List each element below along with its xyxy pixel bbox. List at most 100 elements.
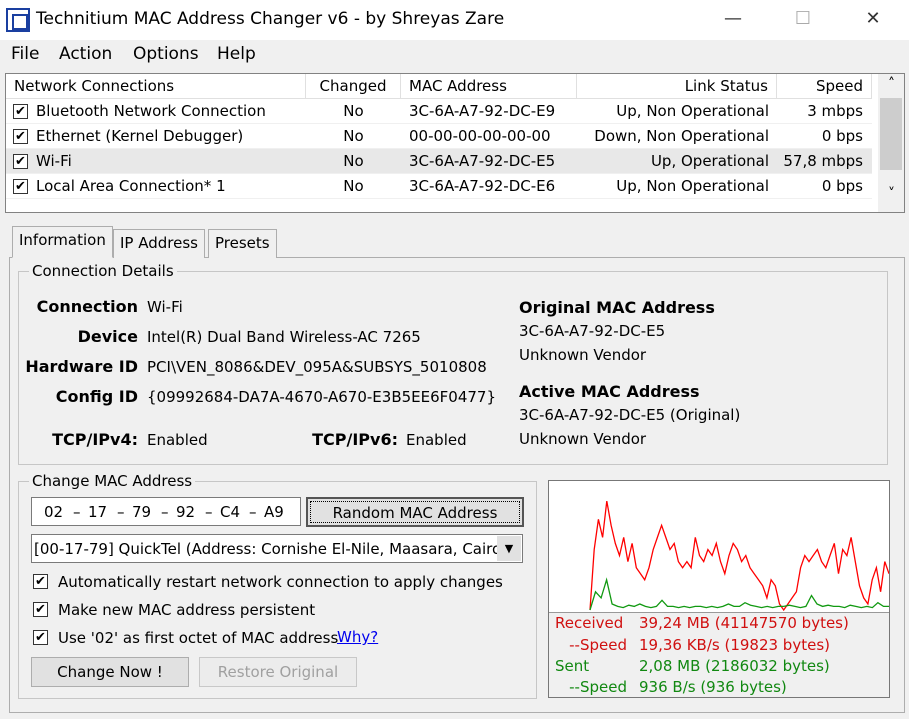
original-mac-label: Original MAC Address xyxy=(519,298,715,317)
change-mac-group xyxy=(18,481,537,699)
tab-information[interactable]: Information xyxy=(12,226,113,258)
cell-mac: 00-00-00-00-00-00 xyxy=(409,127,551,145)
row-checkbox[interactable]: ✔ xyxy=(13,129,28,144)
cell-speed: 0 bps xyxy=(821,127,863,145)
change-mac-label: Change MAC Address xyxy=(29,472,196,490)
menu-action[interactable]: Action xyxy=(59,44,113,64)
ipv4-label: TCP/IPv4: xyxy=(52,430,138,449)
octet-separator: – xyxy=(117,503,125,521)
cell-status: Up, Non Operational xyxy=(616,177,769,195)
table-row[interactable]: ✔ Ethernet (Kernel Debugger) No 00-00-00-00… xyxy=(6,124,872,149)
received-speed-label: --Speed xyxy=(569,636,627,654)
mac-address-input[interactable]: 02–17–79–92– C4– A9 xyxy=(31,497,301,526)
option-label[interactable]: Make new MAC address persistent xyxy=(58,601,316,619)
app-icon xyxy=(6,8,30,32)
connection-name: Local Area Connection* 1 xyxy=(36,177,226,195)
connection-name: Ethernet (Kernel Debugger) xyxy=(36,127,244,145)
received-label: Received xyxy=(555,614,624,632)
random-mac-button[interactable]: Random MAC Address xyxy=(306,497,524,527)
config-id-label: Config ID xyxy=(55,387,138,406)
cell-changed: No xyxy=(343,127,364,145)
ipv6-label: TCP/IPv6: xyxy=(312,430,398,449)
table-row[interactable]: ✔ Bluetooth Network Connection No 3C-6A-A7-… xyxy=(6,99,872,124)
row-checkbox[interactable]: ✔ xyxy=(13,154,28,169)
cell-status: Down, Non Operational xyxy=(594,127,769,145)
minimize-button[interactable]: — xyxy=(724,8,742,29)
sent-speed-value: 936 B/s (936 bytes) xyxy=(639,678,787,696)
hardware-id-label: Hardware ID xyxy=(25,357,138,376)
octet-4: 92 xyxy=(176,503,196,521)
received-series-line xyxy=(589,500,889,612)
octet-2: 17 xyxy=(88,503,108,521)
column-changed[interactable]: Changed xyxy=(306,74,401,99)
scroll-down-arrow-icon[interactable]: ˅ xyxy=(888,186,895,202)
original-mac-value: 3C-6A-A7-92-DC-E5 xyxy=(519,322,666,340)
cell-mac: 3C-6A-A7-92-DC-E9 xyxy=(409,102,556,120)
table-row[interactable]: ✔ Wi-Fi No 3C-6A-A7-92-DC-E5 Up, Operational… xyxy=(6,149,872,174)
dropdown-arrow-icon[interactable]: ▼ xyxy=(497,536,521,561)
tab-presets[interactable]: Presets xyxy=(208,229,277,258)
window-title: Technitium MAC Address Changer v6 - by S… xyxy=(36,9,505,29)
octet-6: A9 xyxy=(264,503,284,521)
column-mac-address[interactable]: MAC Address xyxy=(401,74,577,99)
config-id-value: {09992684-DA7A-4670-A670-E3B5EE6F0477} xyxy=(147,388,496,406)
traffic-graph xyxy=(589,500,889,612)
active-mac-label: Active MAC Address xyxy=(519,382,700,401)
table-row[interactable]: ✔ Local Area Connection* 1 No 3C-6A-A7-92-D… xyxy=(6,174,872,199)
tab-ip-address[interactable]: IP Address xyxy=(113,229,205,258)
maximize-button[interactable]: ☐ xyxy=(794,8,812,29)
device-value: Intel(R) Dual Band Wireless-AC 7265 xyxy=(147,328,421,346)
octet-1: 02 xyxy=(44,503,64,521)
octet-5: C4 xyxy=(220,503,241,521)
close-button[interactable]: ✕ xyxy=(865,8,881,29)
received-speed-value: 19,36 KB/s (19823 bytes) xyxy=(639,636,830,654)
connection-value: Wi-Fi xyxy=(147,298,183,316)
ipv4-value: Enabled xyxy=(147,431,208,449)
connection-name: Wi-Fi xyxy=(36,152,72,170)
option-checkbox[interactable]: ✔ xyxy=(33,574,48,589)
sent-label: Sent xyxy=(555,657,590,675)
cell-speed: 3 mbps xyxy=(807,102,863,120)
column-network-connections[interactable]: Network Connections xyxy=(6,74,306,99)
column-speed[interactable]: Speed xyxy=(777,74,872,99)
cell-changed: No xyxy=(343,152,364,170)
active-vendor: Unknown Vendor xyxy=(519,430,647,448)
original-vendor: Unknown Vendor xyxy=(519,346,647,364)
octet-separator: – xyxy=(205,503,213,521)
list-scrollbar[interactable]: ˄ ˅ xyxy=(878,74,904,212)
octet-separator: – xyxy=(161,503,169,521)
menu-help[interactable]: Help xyxy=(217,44,256,64)
network-connections-list[interactable]: Network Connections Changed MAC Address … xyxy=(5,73,905,213)
option-checkbox[interactable]: ✔ xyxy=(33,602,48,617)
sent-value: 2,08 MB (2186032 bytes) xyxy=(639,657,830,675)
octet-3: 79 xyxy=(132,503,152,521)
menu-options[interactable]: Options xyxy=(133,44,199,64)
vendor-select-value: [00-17-79] QuickTel (Address: Cornishe E… xyxy=(34,540,502,558)
restore-original-button: Restore Original xyxy=(199,657,357,687)
cell-mac: 3C-6A-A7-92-DC-E6 xyxy=(409,177,556,195)
ipv6-value: Enabled xyxy=(406,431,467,449)
cell-status: Up, Non Operational xyxy=(616,102,769,120)
title-bar: Technitium MAC Address Changer v6 - by S… xyxy=(0,0,909,40)
why-link[interactable]: Why? xyxy=(337,628,379,646)
connection-name: Bluetooth Network Connection xyxy=(36,102,266,120)
connection-label: Connection xyxy=(36,297,138,316)
change-now-button[interactable]: Change Now ! xyxy=(31,657,189,687)
scrollbar-thumb[interactable] xyxy=(880,98,902,170)
cell-changed: No xyxy=(343,102,364,120)
traffic-monitor: Received 39,24 MB (41147570 bytes) --Spe… xyxy=(548,480,890,698)
octet-separator: – xyxy=(249,503,257,521)
active-mac-value: 3C-6A-A7-92-DC-E5 (Original) xyxy=(519,406,741,424)
option-label[interactable]: Automatically restart network connection… xyxy=(58,573,503,591)
cell-status: Up, Operational xyxy=(650,152,769,170)
menu-file[interactable]: File xyxy=(11,44,40,64)
option-label[interactable]: Use '02' as first octet of MAC address xyxy=(58,629,339,647)
row-checkbox[interactable]: ✔ xyxy=(13,179,28,194)
row-checkbox[interactable]: ✔ xyxy=(13,104,28,119)
octet-separator: – xyxy=(73,503,81,521)
cell-mac: 3C-6A-A7-92-DC-E5 xyxy=(409,152,556,170)
option-checkbox[interactable]: ✔ xyxy=(33,630,48,645)
scroll-up-arrow-icon[interactable]: ˄ xyxy=(888,76,895,92)
vendor-select[interactable]: [00-17-79] QuickTel (Address: Cornishe E… xyxy=(31,534,523,563)
column-link-status[interactable]: Link Status xyxy=(577,74,777,99)
